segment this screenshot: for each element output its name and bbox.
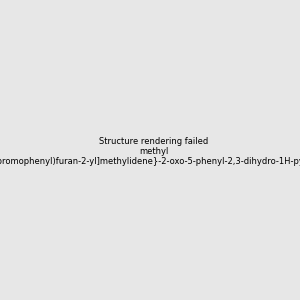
Text: Structure rendering failed
methyl 4-[(3E)-3-{[5-(4-bromophenyl)furan-2-yl]methyl: Structure rendering failed methyl 4-[(3E… — [0, 136, 300, 166]
